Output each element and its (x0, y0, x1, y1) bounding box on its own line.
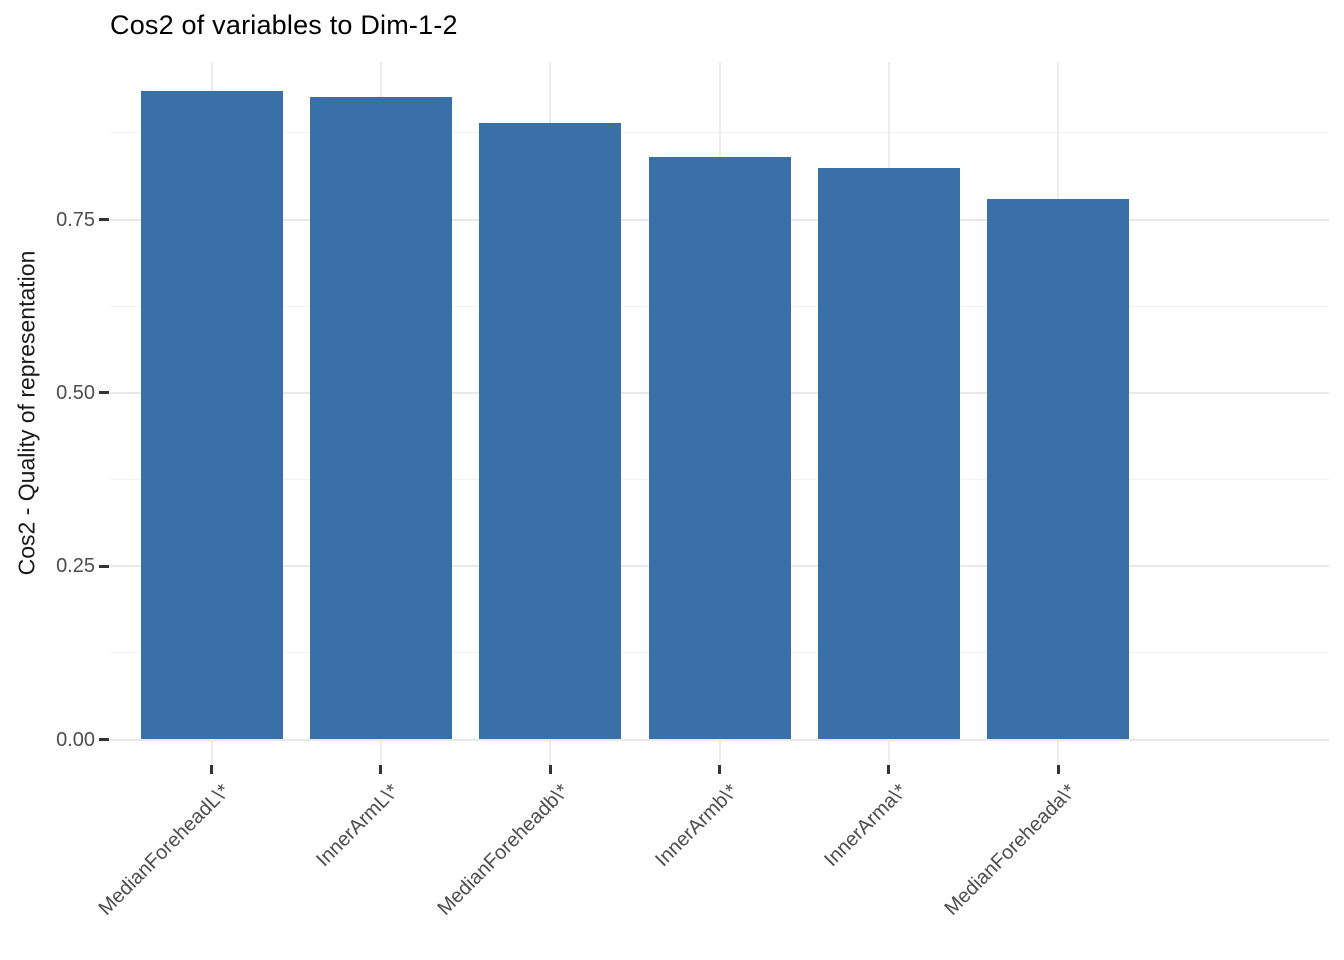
y-tick-label: 0.25 (56, 555, 95, 578)
y-axis-tick (99, 738, 109, 741)
x-axis-tick (887, 765, 891, 774)
bar-5 (817, 168, 960, 740)
y-axis-tick (99, 391, 109, 395)
bar-6 (987, 198, 1130, 740)
y-axis-tick (99, 218, 109, 222)
x-tick-label: MedianForeheada\* (940, 780, 1081, 920)
x-tick-label: MedianForeheadL\* (94, 780, 235, 920)
y-tick-label: 0.00 (56, 728, 95, 751)
x-axis-tick (548, 765, 552, 774)
y-axis-tick (99, 564, 109, 568)
x-tick-label: InnerArmb\* (651, 780, 743, 872)
chart-title: Cos2 of variables to Dim-1-2 (110, 10, 458, 40)
x-tick-label: MedianForeheadb\* (432, 780, 573, 920)
x-axis-tick (718, 765, 721, 774)
x-axis-tick (210, 765, 214, 774)
x-tick-label: InnerArma\* (820, 780, 912, 872)
bar-2 (309, 96, 452, 740)
y-axis-title: Cos2 - Quality of representation (13, 250, 40, 576)
y-tick-label: 0.50 (56, 381, 95, 404)
bar-3 (479, 122, 622, 740)
bar-4 (648, 157, 791, 740)
x-axis-tick (379, 765, 383, 774)
plot-panel (110, 62, 1329, 765)
x-tick-label: InnerArmL\* (312, 780, 404, 872)
y-tick-label: 0.75 (56, 208, 95, 231)
x-axis-tick (1056, 765, 1060, 774)
bar-1 (140, 91, 283, 740)
